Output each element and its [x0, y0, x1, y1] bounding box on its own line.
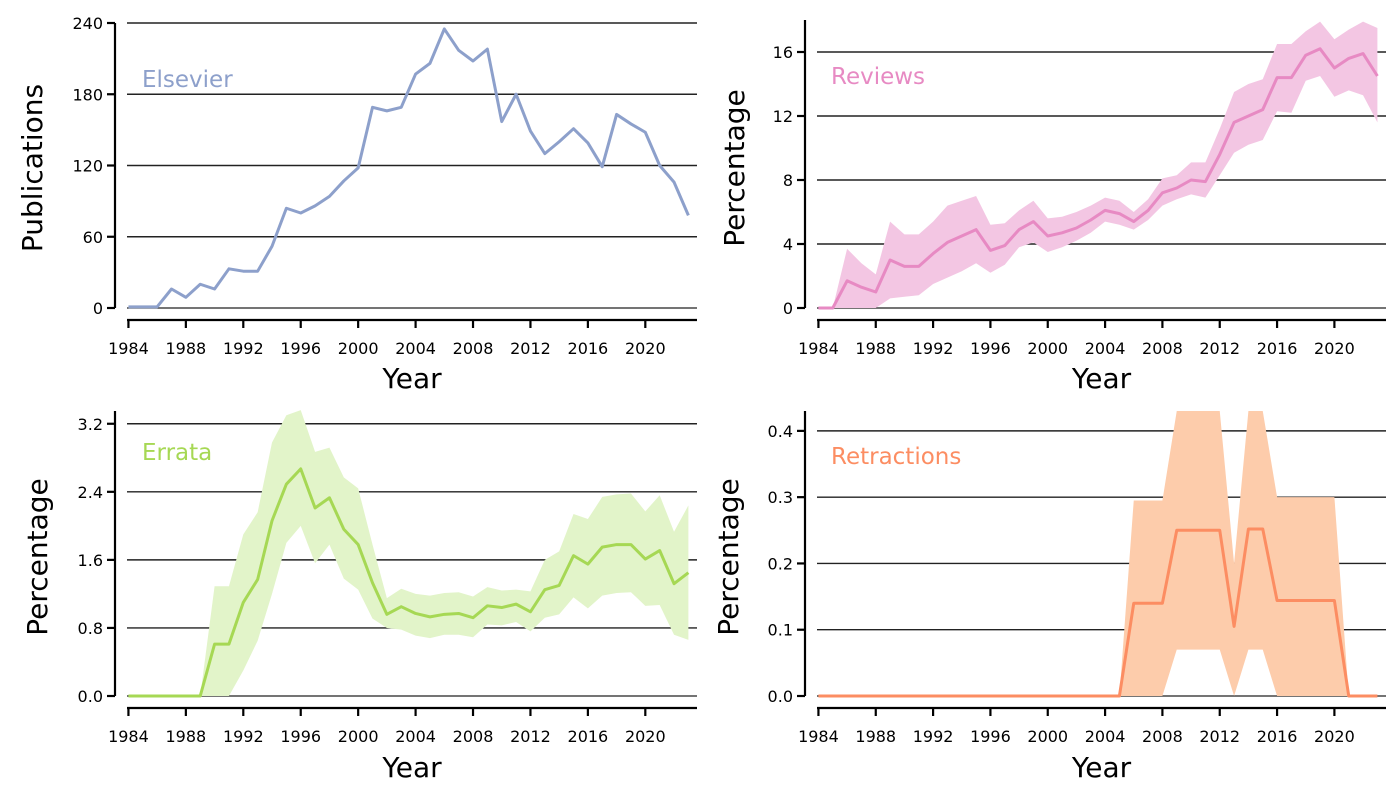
x-tick-label: 2016 [1257, 727, 1298, 746]
y-axis-label: Percentage [21, 478, 54, 636]
y-tick-label: 0.1 [768, 621, 793, 640]
x-tick-label: 1992 [223, 727, 264, 746]
x-tick-label: 2020 [1314, 727, 1355, 746]
x-tick-label: 2000 [338, 339, 379, 358]
x-tick-label: 1996 [280, 339, 321, 358]
y-tick-label: 0.0 [78, 687, 103, 706]
x-tick-label: 2000 [338, 727, 379, 746]
y-tick-label: 4 [783, 235, 793, 254]
y-tick-label: 0 [783, 299, 793, 318]
x-tick-label: 2016 [568, 339, 609, 358]
y-tick-label: 0.3 [768, 488, 793, 507]
y-tick-label: 180 [72, 85, 103, 104]
y-axis-label: Percentage [718, 89, 751, 247]
x-tick-label: 2016 [1257, 339, 1298, 358]
x-tick-label: 2008 [453, 727, 494, 746]
y-tick-label: 120 [72, 157, 103, 176]
panel-retractions: 0.0 0.1 0.2 0.3 0.4 1984 1988 1992 1996 2000 2004 2… [712, 411, 1386, 784]
y-tick-label: 1.6 [78, 551, 103, 570]
y-tick-label: 0.0 [768, 687, 793, 706]
x-tick-label: 1992 [223, 339, 264, 358]
y-tick-label: 8 [783, 171, 793, 190]
y-tick-label: 60 [83, 228, 103, 247]
panel-title: Elsevier [142, 67, 233, 93]
panel-errata: 0.0 0.8 1.6 2.4 3.2 1984 1988 1992 1996 2000 2004 2… [21, 410, 697, 784]
y-tick-label: 16 [773, 43, 793, 62]
x-axis-label: Year [381, 362, 442, 395]
x-tick-label: 2008 [453, 339, 494, 358]
x-tick-label: 1996 [280, 727, 321, 746]
x-tick-label: 1984 [108, 339, 149, 358]
y-axis-label: Percentage [712, 478, 745, 636]
panel-title: Errata [142, 440, 212, 466]
confidence-band [818, 411, 1378, 696]
x-tick-label: 2020 [625, 727, 666, 746]
x-tick-label: 1984 [798, 339, 839, 358]
x-tick-label: 1984 [108, 727, 149, 746]
x-tick-label: 2004 [1085, 339, 1126, 358]
series-line [818, 527, 1378, 698]
x-tick-label: 1984 [798, 727, 839, 746]
y-tick-label: 240 [72, 14, 103, 33]
series-line [128, 27, 690, 309]
panel-elsevier: 0 60 120 180 240 1984 1988 1992 1996 2000 2004 2008… [16, 14, 697, 395]
x-axis-label: Year [1071, 362, 1132, 395]
x-tick-label: 2012 [510, 727, 551, 746]
x-axis-label: Year [381, 751, 442, 784]
x-tick-label: 1996 [970, 727, 1011, 746]
y-axis-label: Publications [16, 84, 49, 252]
x-tick-label: 1992 [913, 727, 954, 746]
x-tick-label: 2020 [625, 339, 666, 358]
x-tick-label: 1996 [970, 339, 1011, 358]
panel-title: Retractions [831, 444, 961, 470]
x-tick-label: 2012 [510, 339, 551, 358]
x-tick-label: 2008 [1142, 339, 1183, 358]
x-tick-label: 2004 [395, 727, 436, 746]
y-tick-label: 0 [93, 299, 103, 318]
panel-reviews: 0 4 8 12 16 1984 1988 1992 1996 2000 2004 2008 2012 2… [718, 20, 1386, 395]
x-tick-label: 2008 [1142, 727, 1183, 746]
x-tick-label: 2004 [1085, 727, 1126, 746]
x-tick-label: 1988 [855, 727, 896, 746]
x-tick-label: 1988 [166, 339, 207, 358]
series-line [128, 467, 690, 698]
y-tick-label: 12 [773, 107, 793, 126]
x-tick-label: 1988 [166, 727, 207, 746]
x-tick-label: 2016 [568, 727, 609, 746]
x-tick-label: 1988 [855, 339, 896, 358]
series-line [818, 47, 1379, 310]
x-axis-label: Year [1071, 751, 1132, 784]
y-tick-label: 0.8 [78, 619, 103, 638]
x-tick-label: 2000 [1027, 339, 1068, 358]
y-tick-label: 2.4 [78, 483, 103, 502]
x-tick-label: 2020 [1314, 339, 1355, 358]
panel-title: Reviews [831, 64, 925, 90]
x-tick-label: 2012 [1199, 727, 1240, 746]
confidence-band [128, 410, 689, 696]
x-tick-label: 2000 [1027, 727, 1068, 746]
x-tick-label: 2012 [1199, 339, 1240, 358]
y-tick-label: 0.2 [768, 554, 793, 573]
y-tick-label: 0.4 [768, 422, 793, 441]
y-tick-label: 3.2 [78, 415, 103, 434]
x-tick-label: 1992 [913, 339, 954, 358]
x-tick-label: 2004 [395, 339, 436, 358]
